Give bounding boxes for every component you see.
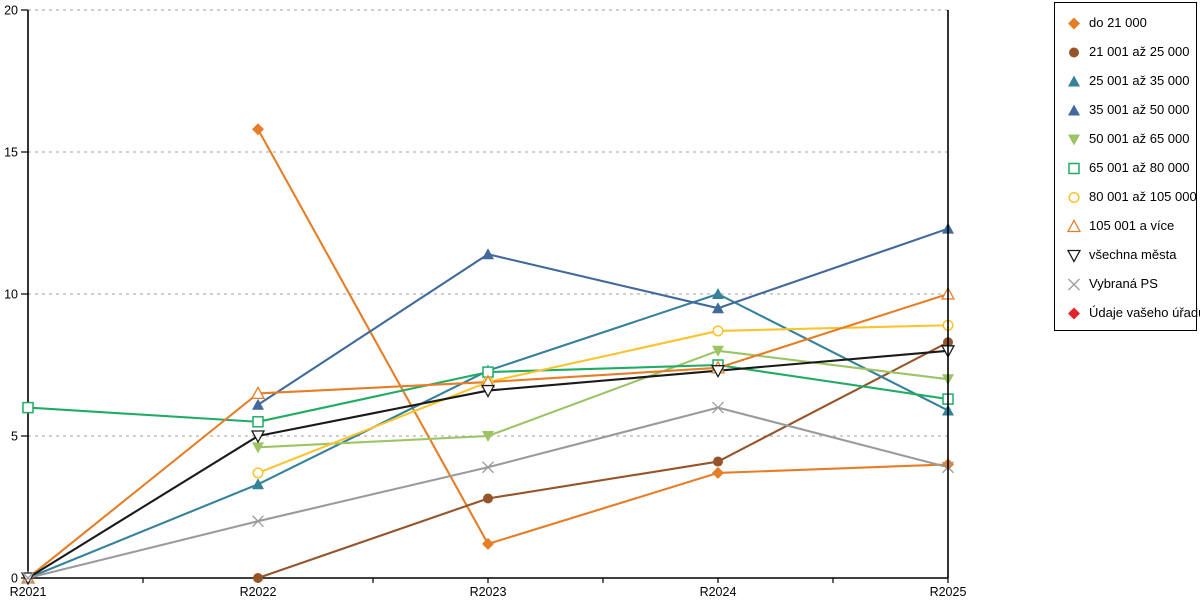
legend-label: Údaje vašeho úřadu — [1089, 305, 1200, 320]
legend-item-105-001-a-v-ce: 105 001 a více — [1055, 211, 1196, 240]
legend-label: 65 001 až 80 000 — [1089, 160, 1190, 175]
legend-label: 21 001 až 25 000 — [1089, 44, 1190, 59]
diamond-filled-icon — [1068, 307, 1080, 319]
series-line-35-001-a-50-000 — [256, 227, 950, 406]
series-line-do-21-000 — [256, 128, 950, 545]
triangle-down-filled-icon — [1068, 134, 1080, 145]
circle-open-icon — [1068, 191, 1080, 203]
legend-item-50-001-a-65-000: 50 001 až 65 000 — [1055, 124, 1196, 153]
legend-item-daje-va-eho-adu: Údaje vašeho úřadu — [1055, 298, 1200, 327]
series-line-21-001-a-25-000 — [256, 341, 950, 580]
triangle-up-filled-icon — [1068, 75, 1080, 86]
diamond-filled-icon — [1068, 17, 1080, 29]
series-line-50-001-a-65-000 — [256, 349, 950, 449]
legend-label: 50 001 až 65 000 — [1089, 131, 1190, 146]
legend-label: všechna města — [1089, 247, 1177, 262]
legend-label: Vybraná PS — [1089, 276, 1158, 291]
legend-label: do 21 000 — [1089, 15, 1147, 30]
chart-legend-box: do 21 000 21 001 až 25 000 25 001 až 35 00… — [1054, 2, 1200, 331]
square-open-icon — [1068, 162, 1080, 174]
legend-label: 105 001 a více — [1089, 218, 1175, 233]
y-tick-label: 15 — [4, 146, 18, 160]
x-icon — [1068, 278, 1080, 290]
legend-item-25-001-a-35-000: 25 001 až 35 000 — [1055, 66, 1196, 95]
y-tick-label: 5 — [11, 430, 18, 444]
legend-item-vybran-ps: Vybraná PS — [1055, 269, 1196, 298]
y-tick-label: 10 — [4, 288, 18, 302]
legend-label: 25 001 až 35 000 — [1089, 73, 1190, 88]
y-tick-label: 0 — [11, 572, 18, 586]
legend-item-v-echna-m-sta: všechna města — [1055, 240, 1196, 269]
x-tick-label: R2024 — [700, 585, 737, 599]
x-tick-label: R2021 — [10, 585, 47, 599]
y-tick-label: 20 — [4, 4, 18, 18]
series-markers-50-001-a-65-000 — [252, 345, 954, 454]
series-markers-vybran-ps — [22, 401, 954, 584]
series-markers-80-001-a-105-000 — [252, 319, 954, 479]
triangle-down-open-icon — [1066, 249, 1082, 263]
legend-item-35-001-a-50-000: 35 001 až 50 000 — [1055, 95, 1196, 124]
series-line-80-001-a-105-000 — [256, 324, 950, 474]
legend-item-21-001-a-25-000: 21 001 až 25 000 — [1055, 37, 1196, 66]
legend-item-do-21-000: do 21 000 — [1055, 8, 1196, 37]
series-markers-do-21-000 — [252, 123, 954, 550]
x-tick-label: R2022 — [240, 585, 277, 599]
chart-plot-area: R2021 R2022 R2023 R2024 R2025 0 5 10 15 20 — [4, 4, 966, 600]
legend-item-65-001-a-80-000: 65 001 až 80 000 — [1055, 153, 1196, 182]
x-tick-label: R2025 — [930, 585, 967, 599]
legend-label: 35 001 až 50 000 — [1089, 102, 1190, 117]
triangle-up-open-icon — [1066, 218, 1082, 232]
series-markers-35-001-a-50-000 — [252, 222, 954, 410]
triangle-up-filled-icon — [1068, 104, 1080, 115]
legend-item-80-001-a-105-000: 80 001 až 105 000 — [1055, 182, 1197, 211]
legend-label: 80 001 až 105 000 — [1089, 189, 1197, 204]
x-tick-label: R2023 — [470, 585, 507, 599]
tick-labels: R2021 R2022 R2023 R2024 R2025 0 5 10 15 20 — [4, 4, 966, 600]
circle-filled-icon — [1069, 47, 1079, 57]
